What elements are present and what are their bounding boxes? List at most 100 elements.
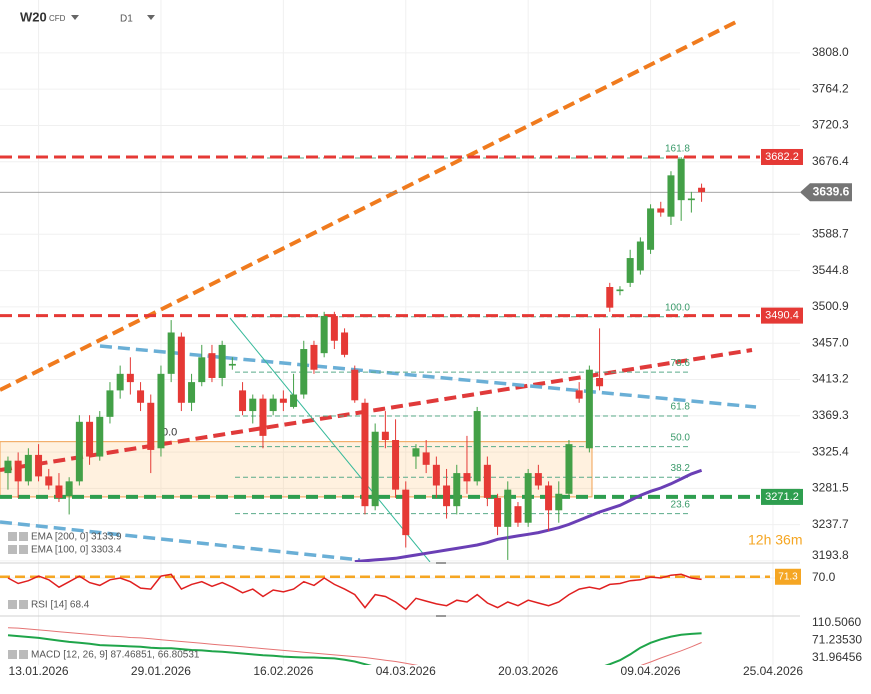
- candle-body: [575, 390, 583, 399]
- candle-body: [290, 394, 298, 407]
- level-tag-label: 3271.2: [765, 491, 799, 503]
- candle-body: [4, 460, 12, 474]
- y-tick-label: 3764.2: [812, 81, 849, 95]
- candle-body: [402, 489, 410, 536]
- candle-body: [677, 158, 685, 201]
- candle-body: [310, 344, 318, 370]
- candle-body: [381, 431, 389, 441]
- y-tick-label: 3500.9: [812, 299, 849, 313]
- candle-body: [228, 363, 236, 366]
- current-price-label: 3639.6: [813, 184, 850, 198]
- legend-icon[interactable]: [8, 650, 17, 659]
- x-tick-label: 09.04.2026: [621, 664, 681, 678]
- trend-line[interactable]: [229, 317, 431, 562]
- candle-body: [157, 373, 165, 449]
- fib-label: 38.2: [671, 463, 691, 474]
- legend-icon[interactable]: [19, 532, 28, 541]
- candle-body: [65, 481, 73, 497]
- rsi-layer: [0, 573, 800, 611]
- candle-body: [126, 373, 134, 383]
- legend-icon[interactable]: [8, 545, 17, 554]
- y-tick-label: 3676.4: [812, 154, 849, 168]
- candle-body: [300, 349, 308, 395]
- level-tag-label: 3682.2: [765, 151, 799, 163]
- x-tick-label: 25.04.2026: [743, 664, 803, 678]
- legend-icon[interactable]: [8, 600, 17, 609]
- candle-body: [443, 485, 451, 507]
- x-tick-label: 16.02.2026: [253, 664, 313, 678]
- legend-entry: MACD [12, 26, 9] 87.46851, 66.80531: [31, 650, 200, 661]
- candle-body: [626, 258, 634, 283]
- candle-body: [198, 357, 206, 383]
- candle-body: [259, 398, 267, 436]
- candle-body: [269, 398, 277, 412]
- legend-icon[interactable]: [19, 545, 28, 554]
- candle-body: [188, 382, 196, 403]
- candle-body: [218, 344, 226, 378]
- candle-body: [687, 198, 695, 201]
- candle-body: [330, 315, 338, 341]
- y-tick-label: 3544.8: [812, 263, 849, 277]
- candle-body: [14, 460, 22, 482]
- y-tick-label: 110.5060: [812, 615, 861, 629]
- symbol-dropdown[interactable]: [71, 15, 79, 20]
- timeframe[interactable]: D1: [120, 14, 133, 25]
- legend-entry: RSI [14] 68.4: [31, 600, 90, 611]
- y-tick-label: 3369.3: [812, 408, 849, 422]
- candle-body: [657, 208, 665, 213]
- legend-entry: EMA [200, 0] 3133.9: [31, 532, 122, 543]
- legend-icon[interactable]: [19, 650, 28, 659]
- fib-label: 161.8: [665, 144, 690, 155]
- legend-icon[interactable]: [8, 532, 17, 541]
- trend-line[interactable]: [0, 348, 753, 472]
- candle-body: [137, 390, 145, 403]
- candle-body: [585, 369, 593, 449]
- candle-body: [35, 454, 43, 477]
- candle-body: [361, 402, 369, 507]
- candle-body: [45, 476, 53, 486]
- level-tag-label: 3490.4: [765, 310, 799, 322]
- candle-body: [96, 416, 104, 457]
- candle-body: [106, 390, 114, 417]
- candle-body: [636, 241, 644, 271]
- candle-body: [412, 448, 420, 457]
- candle-body: [208, 353, 216, 378]
- y-tick-label: 70.0: [812, 570, 836, 584]
- level-tag: [761, 488, 803, 505]
- rsi-level-tag: [775, 568, 801, 585]
- y-tick-label: 3281.5: [812, 481, 849, 495]
- candle-body: [177, 336, 185, 403]
- legend-icon[interactable]: [19, 600, 28, 609]
- trend-line[interactable]: [0, 18, 741, 392]
- candle-body: [667, 175, 675, 217]
- indicator-legends: EMA [200, 0] 3133.9 EMA [100, 0] 3303.4 …: [8, 532, 200, 661]
- timeframe-dropdown[interactable]: [147, 15, 155, 20]
- candle-body: [647, 208, 655, 250]
- trend-line[interactable]: [0, 520, 361, 562]
- legend-entry: EMA [100, 0] 3303.4: [31, 545, 122, 556]
- candle-body: [616, 289, 624, 292]
- candle-body: [75, 421, 83, 482]
- current-price-tag: [800, 183, 852, 202]
- header: W20 CFD D1: [20, 9, 155, 25]
- axis-layer: 13.01.2026 29.01.2026 16.02.2026 04.03.2026…: [9, 45, 863, 678]
- candle-body: [371, 431, 379, 507]
- candle-body: [483, 464, 491, 498]
- candle-body: [504, 489, 512, 527]
- symbol[interactable]: W20: [20, 9, 47, 24]
- candle-body: [555, 493, 563, 511]
- y-tick-label: 3193.8: [812, 548, 849, 562]
- fib-label: 23.6: [671, 499, 691, 510]
- candle-body: [453, 473, 461, 507]
- y-tick-label: 71.23530: [812, 633, 862, 647]
- candle-body: [86, 421, 94, 457]
- macd-line: [7, 632, 702, 665]
- fib-label: 78.6: [671, 358, 691, 369]
- fib-label: 100.0: [665, 302, 690, 313]
- candle-body: [432, 464, 440, 486]
- candle-body: [524, 473, 532, 523]
- y-tick-label: 3457.0: [812, 335, 849, 349]
